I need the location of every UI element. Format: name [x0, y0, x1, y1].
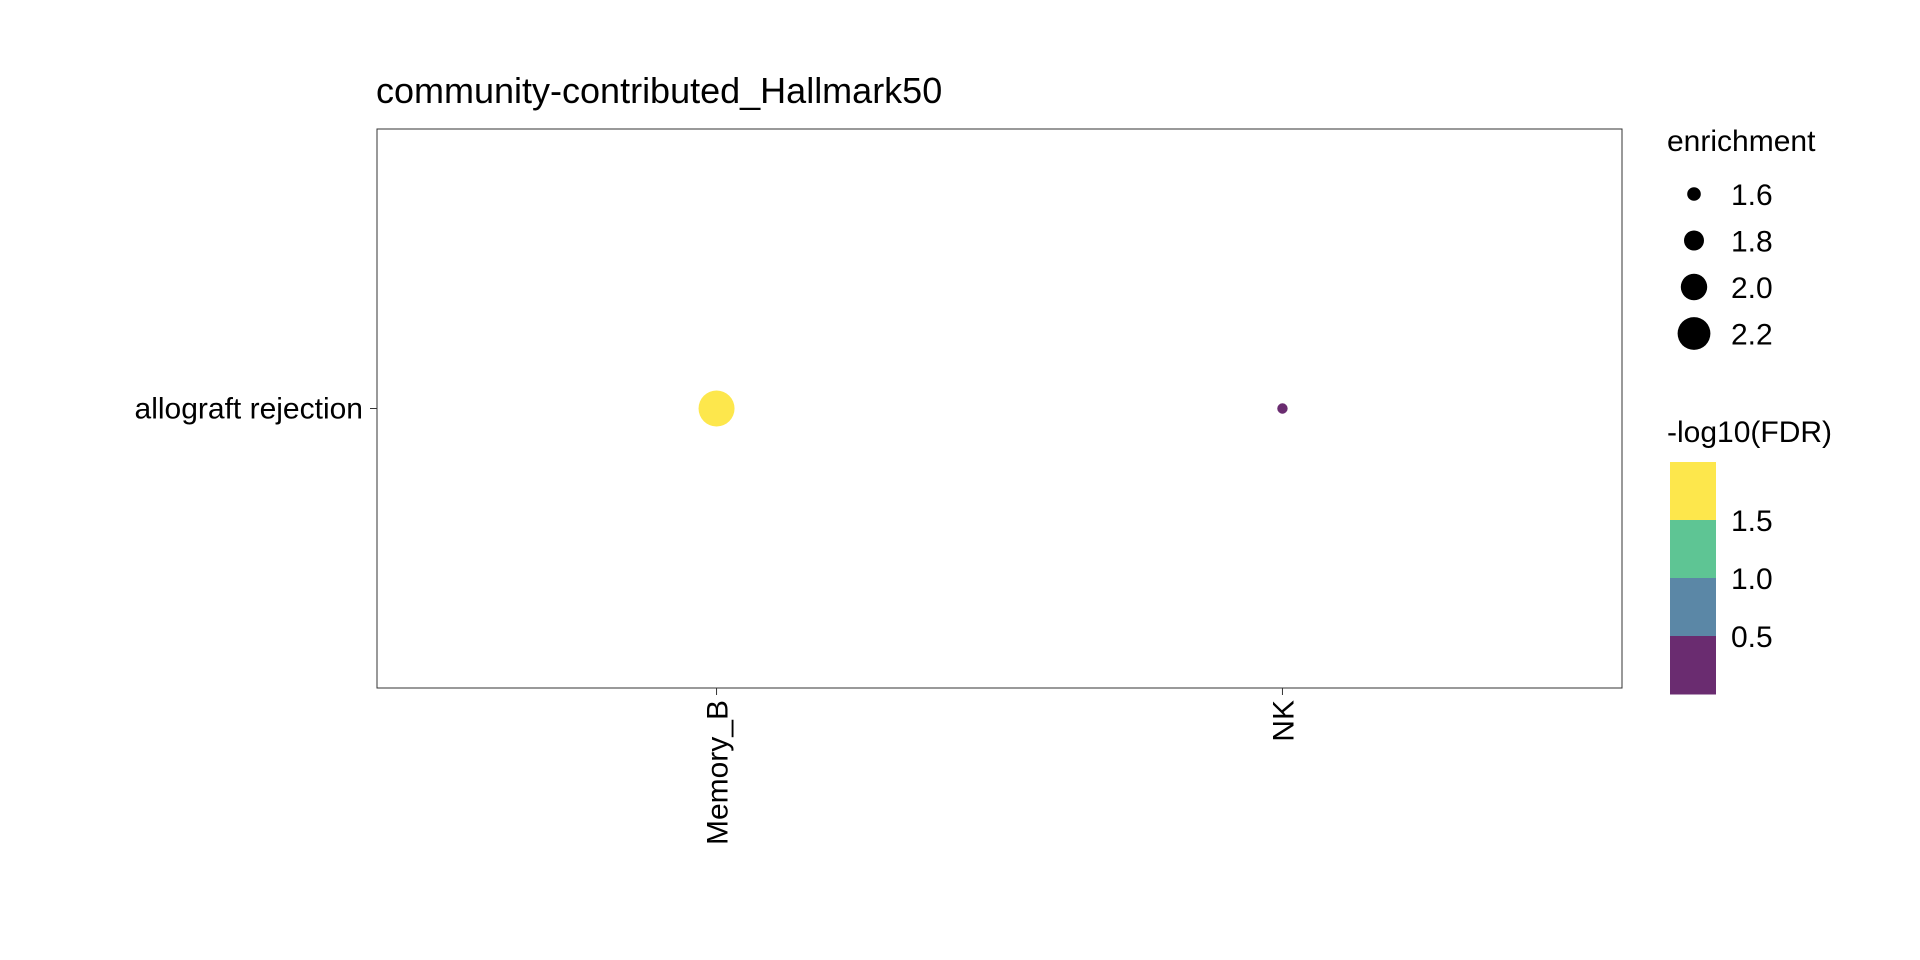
- size-legend-label: 2.2: [1731, 319, 1773, 352]
- size-legend-key: [1684, 230, 1704, 251]
- size-legend-key: [1677, 317, 1711, 350]
- size-legend-label: 2.0: [1731, 272, 1773, 305]
- data-point: [1277, 403, 1288, 414]
- plot-panel: [376, 128, 1623, 689]
- color-legend-bin: [1670, 636, 1716, 695]
- x-tick-label: Memory_B: [702, 700, 735, 845]
- x-axis: Memory_B NK: [702, 688, 1300, 845]
- data-point: [698, 390, 735, 427]
- color-legend-label: 1.5: [1731, 505, 1773, 538]
- size-legend-label: 1.8: [1731, 226, 1773, 259]
- color-legend: -log10(FDR) 1.5 1.0 0.5: [1667, 416, 1832, 695]
- y-tick-label: allograft rejection: [135, 393, 363, 426]
- size-legend: enrichment 1.6 1.8 2.0 2.2: [1667, 125, 1816, 352]
- size-legend-label: 1.6: [1731, 179, 1773, 212]
- chart-title: community-contributed_Hallmark50: [376, 70, 942, 111]
- size-legend-key: [1680, 273, 1708, 301]
- color-legend-bin: [1670, 578, 1716, 637]
- color-legend-label: 1.0: [1731, 563, 1773, 596]
- color-legend-label: 0.5: [1731, 621, 1773, 654]
- size-legend-key: [1687, 187, 1701, 201]
- size-legend-title: enrichment: [1667, 125, 1816, 158]
- y-axis: allograft rejection: [135, 393, 377, 426]
- color-legend-title: -log10(FDR): [1667, 416, 1832, 449]
- color-legend-bin: [1670, 462, 1716, 521]
- color-legend-bin: [1670, 520, 1716, 579]
- x-tick-label: NK: [1267, 700, 1300, 742]
- data-points: [698, 390, 1288, 427]
